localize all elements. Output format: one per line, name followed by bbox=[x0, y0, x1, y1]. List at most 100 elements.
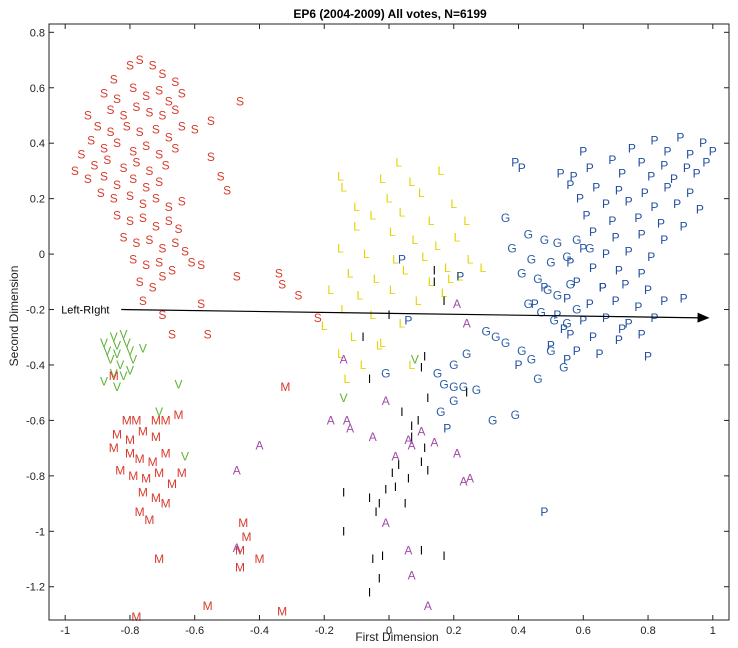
point-L: L bbox=[441, 286, 448, 300]
point-L: L bbox=[463, 214, 470, 228]
point-G: G bbox=[549, 314, 558, 328]
point-P: P bbox=[634, 211, 642, 225]
point-P: P bbox=[511, 156, 519, 170]
point-M: M bbox=[109, 441, 119, 455]
point-M: M bbox=[128, 469, 138, 483]
point-A: A bbox=[459, 474, 467, 488]
x-tick-label: 0 bbox=[386, 625, 392, 637]
point-G: G bbox=[449, 380, 458, 394]
point-P: P bbox=[398, 253, 406, 267]
point-G: G bbox=[501, 211, 510, 225]
point-I: I bbox=[442, 549, 445, 563]
point-I: I bbox=[400, 405, 403, 419]
annotation-label: Left-RIght bbox=[61, 305, 109, 317]
point-P: P bbox=[709, 145, 717, 159]
point-P: P bbox=[680, 219, 688, 233]
point-S: S bbox=[155, 84, 163, 98]
point-S: S bbox=[207, 114, 215, 128]
point-M: M bbox=[203, 599, 213, 613]
point-S: S bbox=[178, 120, 186, 134]
point-G: G bbox=[381, 366, 390, 380]
y-tick-label: 0.6 bbox=[30, 83, 45, 95]
point-M: M bbox=[154, 552, 164, 566]
point-M: M bbox=[144, 513, 154, 527]
point-P: P bbox=[573, 275, 581, 289]
point-G: G bbox=[507, 242, 516, 256]
point-A: A bbox=[369, 430, 377, 444]
point-L: L bbox=[399, 316, 406, 330]
point-S: S bbox=[155, 255, 163, 269]
point-S: S bbox=[136, 125, 144, 139]
point-P: P bbox=[515, 358, 523, 372]
point-P: P bbox=[663, 181, 671, 195]
point-P: P bbox=[608, 214, 616, 228]
point-L: L bbox=[353, 200, 360, 214]
point-V: V bbox=[116, 358, 124, 372]
point-S: S bbox=[87, 133, 95, 147]
point-G: G bbox=[527, 352, 536, 366]
x-tick-label: -1 bbox=[60, 625, 70, 637]
point-A: A bbox=[408, 438, 416, 452]
point-G: G bbox=[449, 358, 458, 372]
point-P: P bbox=[621, 278, 629, 292]
point-M: M bbox=[254, 552, 264, 566]
point-I: I bbox=[397, 458, 400, 472]
point-P: P bbox=[579, 145, 587, 159]
point-S: S bbox=[110, 72, 118, 86]
point-I: I bbox=[378, 571, 381, 585]
point-P: P bbox=[647, 169, 655, 183]
point-P: P bbox=[651, 200, 659, 214]
point-P: P bbox=[660, 294, 668, 308]
point-S: S bbox=[149, 59, 157, 73]
point-I: I bbox=[423, 441, 426, 455]
point-A: A bbox=[404, 433, 412, 447]
point-L: L bbox=[321, 319, 328, 333]
point-S: S bbox=[139, 211, 147, 225]
point-P: P bbox=[602, 197, 610, 211]
point-P: P bbox=[680, 291, 688, 305]
point-I: I bbox=[410, 419, 413, 433]
point-A: A bbox=[404, 544, 412, 558]
point-G: G bbox=[562, 316, 571, 330]
x-tick-label: -0.4 bbox=[250, 625, 269, 637]
point-G: G bbox=[524, 228, 533, 242]
point-V: V bbox=[123, 336, 131, 350]
point-S: S bbox=[136, 275, 144, 289]
point-G: G bbox=[572, 233, 581, 247]
point-S: S bbox=[107, 125, 115, 139]
point-P: P bbox=[686, 147, 694, 161]
point-I: I bbox=[394, 480, 397, 494]
point-P: P bbox=[589, 330, 597, 344]
point-P: P bbox=[638, 156, 646, 170]
point-G: G bbox=[527, 253, 536, 267]
point-L: L bbox=[392, 253, 399, 267]
point-G: G bbox=[449, 394, 458, 408]
point-G: G bbox=[459, 380, 468, 394]
point-P: P bbox=[592, 181, 600, 195]
point-I: I bbox=[420, 455, 423, 469]
point-S: S bbox=[275, 266, 283, 280]
point-S: S bbox=[132, 100, 140, 114]
point-P: P bbox=[634, 300, 642, 314]
point-P: P bbox=[644, 350, 652, 364]
point-P: P bbox=[579, 242, 587, 256]
point-P: P bbox=[644, 283, 652, 297]
point-P: P bbox=[586, 161, 594, 175]
point-A: A bbox=[430, 436, 438, 450]
point-S: S bbox=[197, 258, 205, 272]
point-L: L bbox=[444, 261, 451, 275]
point-P: P bbox=[625, 194, 633, 208]
point-V: V bbox=[175, 377, 183, 391]
x-tick-label: 0.6 bbox=[576, 625, 591, 637]
point-P: P bbox=[566, 178, 574, 192]
point-I: I bbox=[426, 463, 429, 477]
y-tick-label: -1.2 bbox=[26, 582, 45, 594]
point-P: P bbox=[612, 294, 620, 308]
point-M: M bbox=[125, 447, 135, 461]
point-P: P bbox=[540, 505, 548, 519]
point-A: A bbox=[382, 394, 390, 408]
x-axis-label: First Dimension bbox=[355, 630, 438, 644]
